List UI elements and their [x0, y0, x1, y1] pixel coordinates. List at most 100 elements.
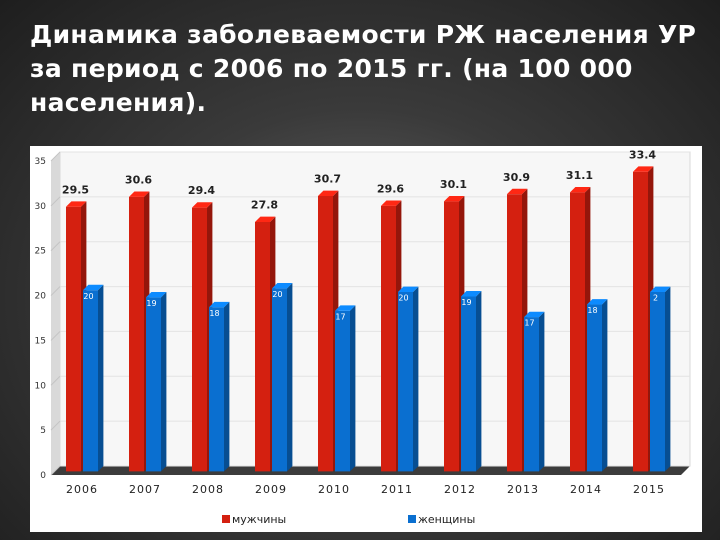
bar-side — [602, 299, 608, 472]
left-wall — [51, 152, 60, 475]
bar-side — [98, 284, 104, 472]
legend-label: мужчины — [232, 513, 286, 526]
bar-front — [461, 296, 476, 472]
bars — [66, 166, 671, 472]
y-tick-label: 20 — [35, 292, 47, 302]
gridline-side — [50, 420, 61, 431]
bar-front — [129, 196, 144, 472]
bar-top — [192, 202, 213, 208]
x-tick-label: 2007 — [129, 483, 161, 496]
data-label-men: 29.6 — [377, 182, 404, 195]
legend-swatch — [222, 515, 230, 523]
slide-title: Динамика заболеваемости РЖ населения УР … — [30, 20, 697, 117]
bar-front — [209, 307, 224, 472]
bar-front — [507, 194, 522, 472]
bar-front — [650, 291, 665, 472]
x-tick-label: 2012 — [444, 483, 476, 496]
bar-front — [255, 221, 270, 472]
bar-side — [476, 291, 482, 472]
bar-side — [665, 286, 671, 472]
data-label-women: 20 — [398, 294, 408, 303]
bar-top — [587, 299, 608, 305]
data-label-men: 33.4 — [629, 148, 656, 161]
x-tick-label: 2015 — [633, 483, 665, 496]
y-axis-ticks: 0 5 10 15 20 25 30 35 — [35, 157, 47, 481]
bar-side — [161, 291, 167, 472]
x-tick-label: 2009 — [255, 483, 287, 496]
bar-top — [461, 291, 482, 297]
y-tick-label: 10 — [35, 381, 47, 391]
bar-front — [146, 297, 161, 472]
data-label-women: 2 — [653, 294, 658, 303]
data-label-women: 18 — [209, 309, 219, 318]
gridline-side — [50, 241, 61, 252]
bar-front — [335, 310, 350, 472]
data-label-men: 29.4 — [188, 184, 215, 197]
bar-front — [633, 171, 648, 472]
bar-top — [524, 311, 545, 318]
data-label-men: 31.1 — [566, 169, 593, 182]
bar-top — [146, 291, 167, 298]
bar-top — [272, 282, 293, 289]
gridline-side — [50, 196, 61, 207]
y-tick-label: 35 — [35, 157, 46, 167]
bar-top — [507, 188, 528, 195]
x-tick-label: 2006 — [66, 483, 98, 496]
gridline-side — [50, 465, 61, 476]
bar-top — [633, 166, 654, 172]
x-tick-label: 2008 — [192, 483, 224, 496]
bar-front — [66, 206, 81, 472]
bar-front — [570, 192, 585, 472]
legend-label: женщины — [418, 513, 475, 526]
y-tick-label: 30 — [35, 202, 47, 212]
data-label-men: 30.1 — [440, 178, 467, 191]
bar-front — [83, 290, 98, 472]
legend-swatch — [408, 515, 416, 523]
y-tick-label: 5 — [40, 426, 46, 436]
data-label-men: 30.9 — [503, 171, 530, 184]
data-label-men: 30.7 — [314, 173, 341, 186]
bar-side — [224, 301, 230, 472]
y-tick-label: 25 — [35, 247, 46, 257]
data-label-women: 20 — [272, 290, 282, 299]
data-label-women: 20 — [83, 292, 93, 301]
bar-top — [255, 216, 276, 222]
bar-side — [539, 311, 545, 472]
bar-top — [129, 191, 150, 197]
x-axis-categories: 2006 2007 2008 2009 2010 2011 2012 2013 2014 2015 — [66, 483, 665, 496]
bar-top — [650, 286, 671, 292]
bar-top — [83, 284, 104, 291]
gridline-side — [50, 151, 61, 162]
data-label-men: 27.8 — [251, 199, 278, 212]
value-labels: 29.5 20 30.6 19 29.4 18 27.8 20 30.7 17 29.6 20 30.1… — [62, 148, 658, 327]
data-label-men: 30.6 — [125, 173, 152, 186]
bar-front — [444, 201, 459, 472]
gridline-side — [50, 286, 61, 296]
bar-top — [570, 186, 591, 193]
bar-top — [444, 195, 465, 202]
bar-front — [587, 304, 602, 472]
bar-top — [209, 301, 230, 308]
bar-front — [318, 195, 333, 472]
bar-front — [272, 288, 287, 472]
bar-front — [524, 317, 539, 472]
bar-top — [66, 201, 87, 207]
gridline-side — [50, 375, 61, 386]
data-label-women: 18 — [587, 306, 597, 315]
data-label-women: 19 — [461, 298, 471, 307]
x-tick-label: 2013 — [507, 483, 539, 496]
bar-top — [398, 286, 419, 292]
bar-top — [335, 305, 356, 311]
bar-front — [398, 291, 413, 472]
y-tick-label: 0 — [40, 471, 46, 481]
x-tick-label: 2014 — [570, 483, 602, 496]
bar-side — [287, 282, 293, 472]
bar-top — [381, 200, 402, 206]
bar-front — [192, 207, 207, 472]
data-label-women: 19 — [146, 299, 156, 308]
data-label-women: 17 — [524, 319, 534, 328]
gridline-side — [50, 331, 61, 341]
legend: мужчины женщины — [222, 513, 475, 526]
bar-side — [413, 286, 419, 472]
